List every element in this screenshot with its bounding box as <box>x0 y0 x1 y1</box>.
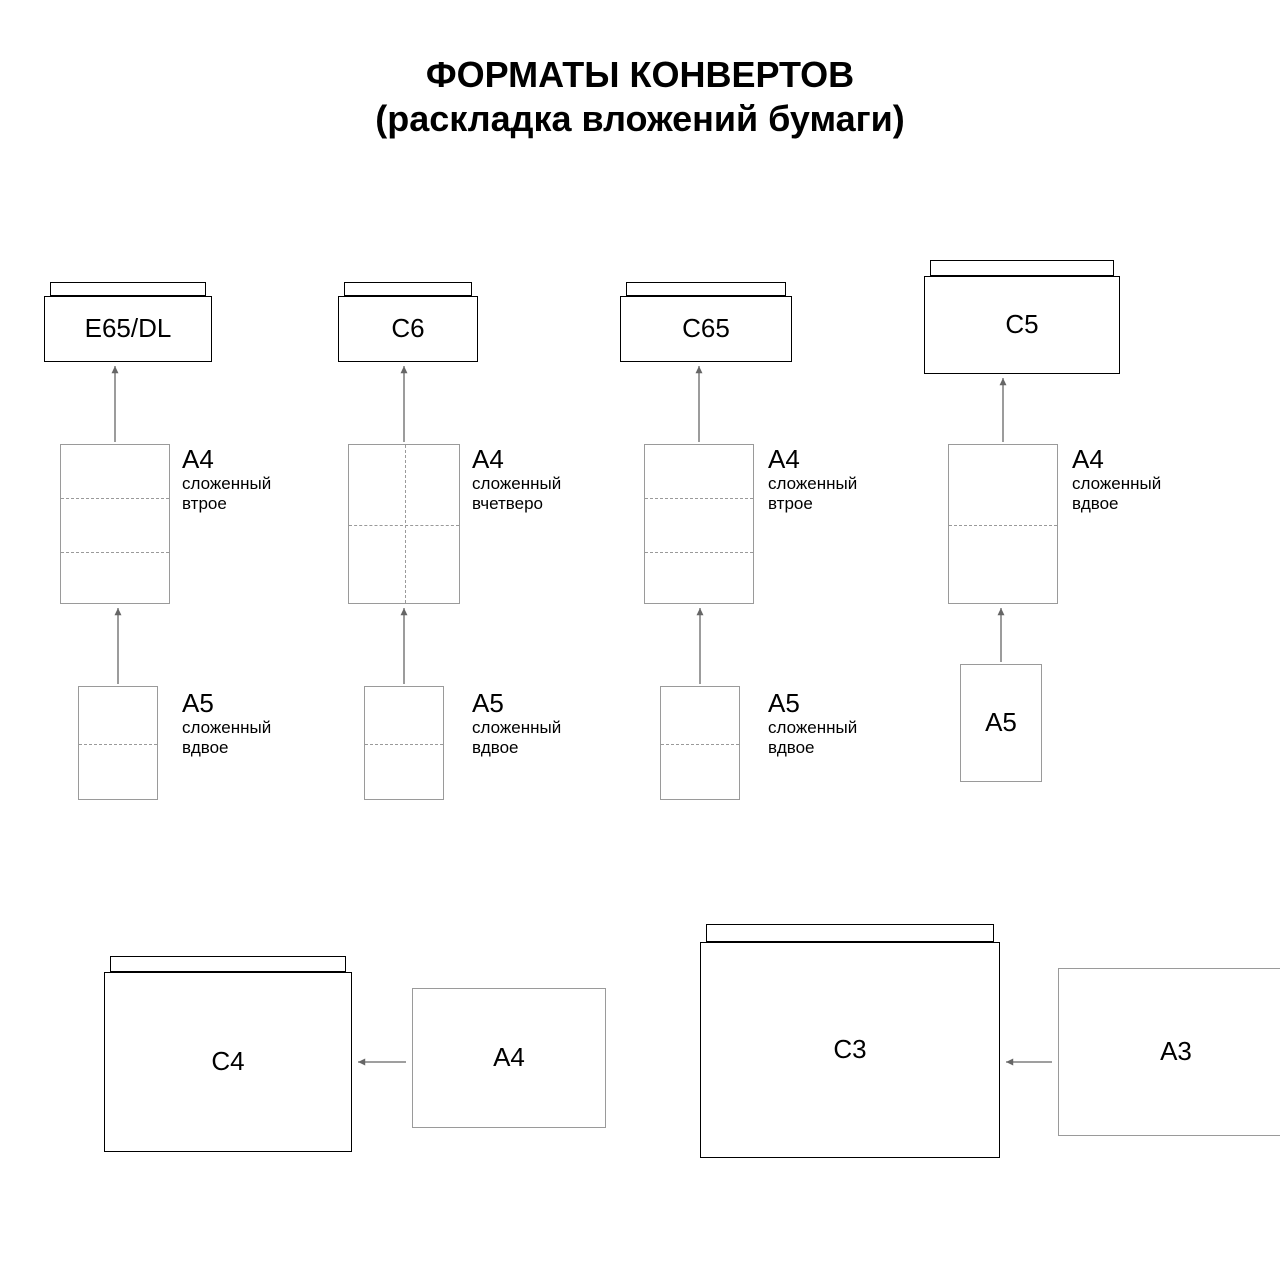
a4-e65 <box>60 444 170 604</box>
a4-c6-fold-v-0 <box>405 445 406 603</box>
a4-e65-fold-h-1 <box>61 552 169 553</box>
a4-c5-title: A4 <box>1072 444 1104 475</box>
envelope-c4: C4 <box>104 972 352 1152</box>
envelope-c5-flap <box>930 260 1114 276</box>
title-line2: (раскладка вложений бумаги) <box>0 96 1280 141</box>
a4-c6-sub: сложенный вчетверо <box>472 474 561 515</box>
a4-c6-title: A4 <box>472 444 504 475</box>
envelope-c5: C5 <box>924 276 1120 374</box>
a5-c65-fold-h-0 <box>661 744 739 745</box>
envelope-c3-label: C3 <box>701 943 999 1157</box>
a4-c65 <box>644 444 754 604</box>
a4-c6 <box>348 444 460 604</box>
a5-c6-title: A5 <box>472 688 504 719</box>
envelope-c4-label: C4 <box>105 973 351 1151</box>
envelope-e65-label: E65/DL <box>45 297 211 361</box>
envelope-c65: C65 <box>620 296 792 362</box>
a4-e65-title: A4 <box>182 444 214 475</box>
envelope-c6-flap <box>344 282 472 296</box>
a4-c65-fold-h-1 <box>645 552 753 553</box>
paper-c3-label: A3 <box>1059 969 1280 1135</box>
envelope-c4-flap <box>110 956 346 972</box>
a4-c65-sub: сложенный втрое <box>768 474 857 515</box>
a5-c5: A5 <box>960 664 1042 782</box>
a5-c6-fold-h-0 <box>365 744 443 745</box>
a4-c5 <box>948 444 1058 604</box>
a5-e65-sub: сложенный вдвое <box>182 718 271 759</box>
a4-c5-fold-h-0 <box>949 525 1057 526</box>
envelope-c6-label: C6 <box>339 297 477 361</box>
a4-e65-sub: сложенный втрое <box>182 474 271 515</box>
a4-e65-fold-h-0 <box>61 498 169 499</box>
envelope-e65: E65/DL <box>44 296 212 362</box>
envelope-c6: C6 <box>338 296 478 362</box>
a5-c65-title: A5 <box>768 688 800 719</box>
envelope-c3: C3 <box>700 942 1000 1158</box>
envelope-c3-flap <box>706 924 994 942</box>
a5-e65-title: A5 <box>182 688 214 719</box>
a5-c65 <box>660 686 740 800</box>
a4-c65-title: A4 <box>768 444 800 475</box>
a5-e65 <box>78 686 158 800</box>
a5-c65-sub: сложенный вдвое <box>768 718 857 759</box>
paper-c4-label: A4 <box>413 989 605 1127</box>
paper-c4: A4 <box>412 988 606 1128</box>
paper-c3: A3 <box>1058 968 1280 1136</box>
a4-c6-fold-h-0 <box>349 525 459 526</box>
envelope-e65-flap <box>50 282 206 296</box>
envelope-c65-flap <box>626 282 786 296</box>
a5-c5-label: A5 <box>961 665 1041 781</box>
title-line1: ФОРМАТЫ КОНВЕРТОВ <box>0 52 1280 97</box>
a5-c6-sub: сложенный вдвое <box>472 718 561 759</box>
envelope-c65-label: C65 <box>621 297 791 361</box>
a5-e65-fold-h-0 <box>79 744 157 745</box>
envelope-c5-label: C5 <box>925 277 1119 373</box>
a5-c6 <box>364 686 444 800</box>
a4-c65-fold-h-0 <box>645 498 753 499</box>
a4-c5-sub: сложенный вдвое <box>1072 474 1161 515</box>
